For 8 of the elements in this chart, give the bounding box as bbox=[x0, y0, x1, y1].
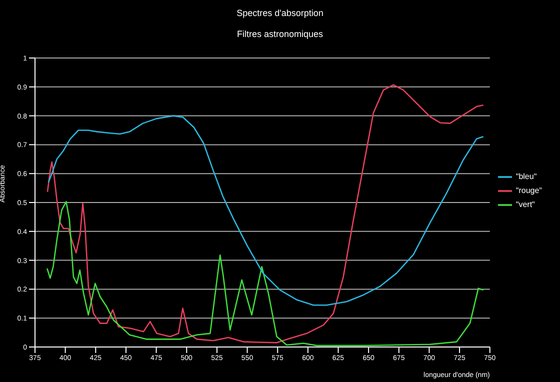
line-series bbox=[46, 200, 484, 346]
line-series bbox=[46, 84, 484, 344]
line-series bbox=[48, 115, 484, 306]
chart-title: Spectres d'absorption bbox=[236, 8, 324, 18]
chart-subtitle: Filtres astronomiques bbox=[236, 29, 324, 39]
legend-label: "vert" bbox=[516, 200, 535, 210]
legend-label: "bleu" bbox=[516, 172, 537, 182]
legend-label: "rouge" bbox=[516, 186, 542, 196]
